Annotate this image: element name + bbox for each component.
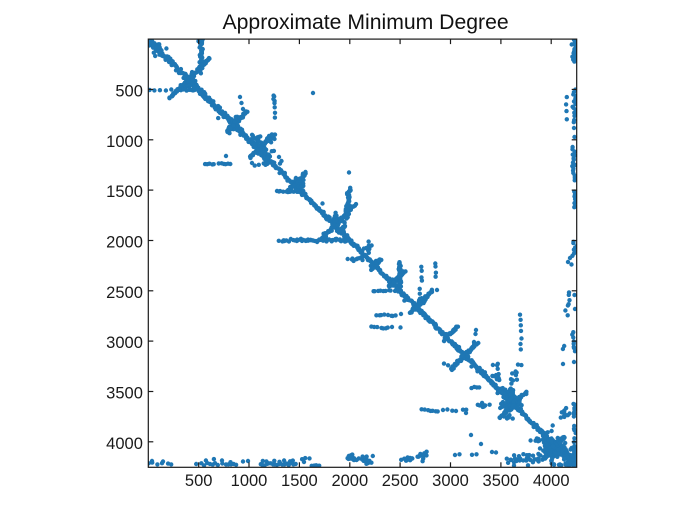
svg-text:4000: 4000	[533, 472, 570, 490]
svg-text:500: 500	[115, 82, 143, 100]
svg-text:3500: 3500	[483, 472, 520, 490]
svg-text:1500: 1500	[106, 183, 143, 201]
svg-text:2000: 2000	[106, 234, 143, 252]
svg-text:3000: 3000	[106, 334, 143, 352]
svg-text:500: 500	[185, 472, 213, 490]
svg-text:2500: 2500	[106, 284, 143, 302]
svg-text:1500: 1500	[281, 472, 318, 490]
svg-text:1000: 1000	[106, 133, 143, 151]
svg-text:3000: 3000	[432, 472, 469, 490]
svg-text:2500: 2500	[382, 472, 419, 490]
svg-text:3500: 3500	[106, 385, 143, 403]
svg-text:1000: 1000	[231, 472, 268, 490]
svg-text:Approximate Minimum Degree: Approximate Minimum Degree	[223, 11, 509, 34]
svg-text:4000: 4000	[106, 435, 143, 453]
svg-text:2000: 2000	[331, 472, 368, 490]
